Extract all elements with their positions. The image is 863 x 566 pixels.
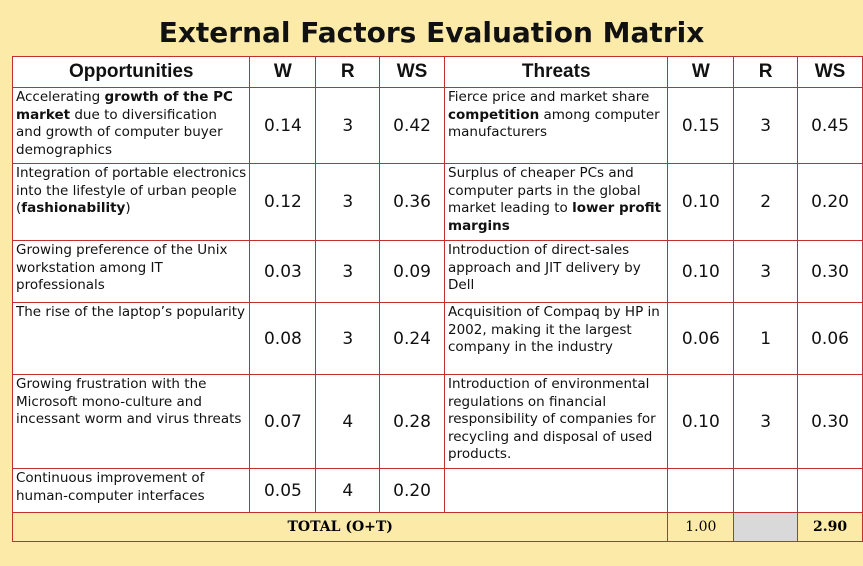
factor-text: The rise of the laptop’s popularity [16, 304, 245, 320]
threat-rating: 1 [733, 302, 799, 375]
opportunity-weight: 0.05 [249, 468, 317, 513]
opportunity-rating: 3 [315, 163, 381, 241]
factor-text: ) [125, 200, 131, 216]
emphasis-text: lower profit margins [448, 200, 662, 234]
opportunity-rating: 4 [315, 374, 381, 469]
threat-cell: Introduction of environmental regulation… [443, 374, 669, 469]
header-threat-rating: R [733, 56, 799, 88]
opportunity-weighted-score: 0.42 [379, 87, 445, 164]
total-row: TOTAL (O+T) 1.00 2.90 [11, 512, 863, 542]
emphasis-text: competition [448, 106, 540, 123]
opportunity-cell: Continuous improvement of human-computer… [11, 468, 251, 513]
opportunity-weight: 0.08 [249, 302, 317, 375]
threat-weight: 0.10 [667, 374, 735, 469]
factor-text: Continuous improvement of human-computer… [16, 470, 205, 504]
page-title: External Factors Evaluation Matrix [158, 16, 705, 49]
threat-rating: 3 [733, 87, 799, 164]
opportunity-weighted-score: 0.28 [379, 374, 445, 469]
threat-weight [667, 468, 735, 513]
threat-rating: 2 [733, 163, 799, 241]
header-opportunity-weight: W [249, 56, 317, 88]
threat-weighted-score [797, 468, 863, 513]
threat-weight: 0.10 [667, 240, 735, 303]
opportunity-weighted-score: 0.20 [379, 468, 445, 513]
threat-weighted-score: 0.20 [797, 163, 863, 241]
threat-cell: Acquisition of Compaq by HP in 2002, mak… [443, 302, 669, 375]
threat-weighted-score: 0.45 [797, 87, 863, 164]
header-opportunity-weighted-score: WS [379, 56, 445, 88]
emphasis-text: growth of the PC market [16, 89, 233, 123]
factor-text: among computer manufacturers [448, 106, 660, 141]
factor-text: Acquisition of Compaq by HP in 2002, mak… [448, 304, 660, 355]
opportunity-weight: 0.03 [249, 240, 317, 303]
header-threats: Threats [443, 56, 669, 88]
total-rating-empty [733, 512, 799, 542]
threat-rating: 3 [733, 374, 799, 469]
opportunity-cell: The rise of the laptop’s popularity [11, 302, 251, 375]
header-opportunity-rating: R [315, 56, 381, 88]
opportunity-cell: Accelerating growth of the PC market due… [11, 87, 251, 164]
opportunity-weight: 0.07 [249, 374, 317, 469]
factor-text: Growing preference of the Unix workstati… [16, 242, 228, 293]
threat-weight: 0.10 [667, 163, 735, 241]
opportunity-weighted-score: 0.24 [379, 302, 445, 375]
factor-text: Integration of portable electronics into… [16, 165, 247, 216]
threat-cell: Introduction of direct-sales approach an… [443, 240, 669, 303]
opportunity-rating: 3 [315, 87, 381, 164]
emphasis-text: fashionability [21, 200, 126, 216]
factor-text: Fierce price and market share [448, 89, 650, 105]
threat-weighted-score: 0.30 [797, 240, 863, 303]
factor-text: due to diversification and growth of com… [16, 106, 223, 158]
header-threat-weighted-score: WS [797, 56, 863, 88]
table-row: The rise of the laptop’s popularity 0.08 3… [11, 302, 863, 375]
opportunity-rating: 3 [315, 302, 381, 375]
table-row: Growing preference of the Unix workstati… [11, 240, 863, 303]
opportunity-cell: Integration of portable electronics into… [11, 163, 251, 241]
threat-cell [443, 468, 669, 513]
factor-text: Accelerating [16, 89, 105, 105]
threat-weighted-score: 0.30 [797, 374, 863, 469]
opportunity-cell: Growing preference of the Unix workstati… [11, 240, 251, 303]
opportunity-weighted-score: 0.09 [379, 240, 445, 303]
opportunity-weight: 0.12 [249, 163, 317, 241]
factor-text: Surplus of cheaper PCs and computer part… [448, 165, 641, 216]
threat-weight: 0.06 [667, 302, 735, 375]
header-row: Opportunities W R WS Threats W R WS [11, 56, 863, 88]
factor-text: Introduction of environmental regulation… [448, 376, 656, 462]
threat-rating: 3 [733, 240, 799, 303]
threat-cell: Surplus of cheaper PCs and computer part… [443, 163, 669, 241]
header-threat-weight: W [667, 56, 735, 88]
efe-matrix-table: Opportunities W R WS Threats W R WS Acce… [11, 56, 863, 542]
header-opportunities: Opportunities [11, 56, 251, 88]
total-weight: 1.00 [667, 512, 735, 542]
threat-cell: Fierce price and market share competitio… [443, 87, 669, 164]
table-row: Continuous improvement of human-computer… [11, 468, 863, 513]
factor-text: Introduction of direct-sales approach an… [448, 242, 641, 293]
total-weighted-score: 2.90 [797, 512, 863, 542]
threat-weighted-score: 0.06 [797, 302, 863, 375]
threat-rating [733, 468, 799, 513]
table-row: Accelerating growth of the PC market due… [11, 87, 863, 164]
table-row: Integration of portable electronics into… [11, 163, 863, 241]
opportunity-cell: Growing frustration with the Microsoft m… [11, 374, 251, 469]
threat-weight: 0.15 [667, 87, 735, 164]
total-label: TOTAL (O+T) [11, 512, 669, 542]
opportunity-weight: 0.14 [249, 87, 317, 164]
opportunity-rating: 4 [315, 468, 381, 513]
matrix-body: Accelerating growth of the PC market due… [11, 87, 863, 513]
opportunity-rating: 3 [315, 240, 381, 303]
factor-text: Growing frustration with the Microsoft m… [16, 376, 242, 427]
opportunity-weighted-score: 0.36 [379, 163, 445, 241]
table-row: Growing frustration with the Microsoft m… [11, 374, 863, 469]
